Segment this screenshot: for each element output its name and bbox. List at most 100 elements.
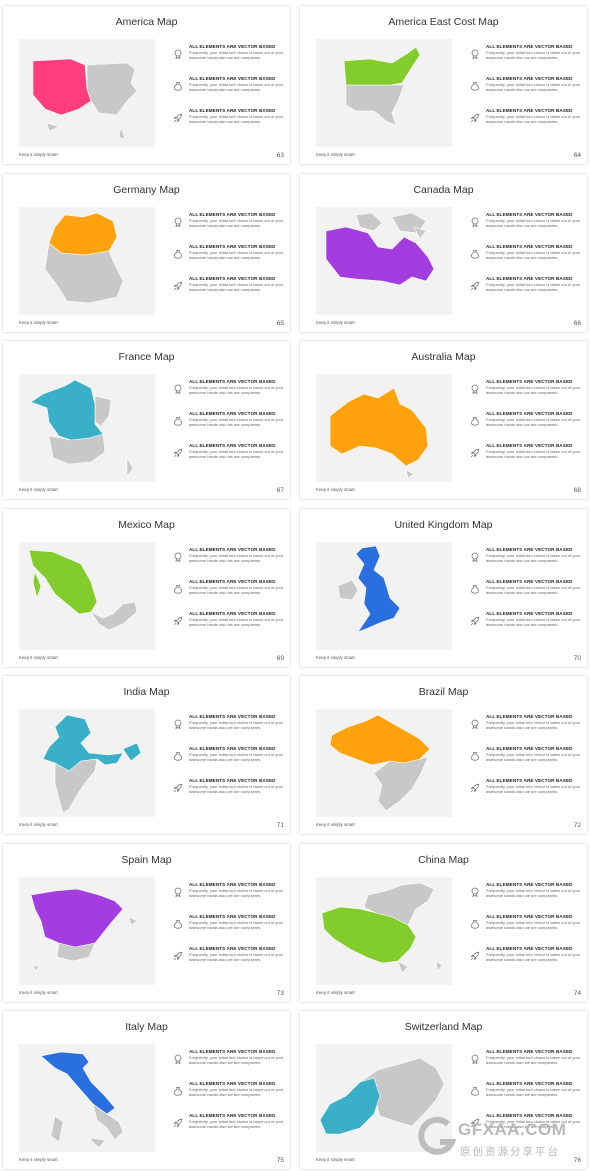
feature-heading: ALL ELEMENTS ARE VECTOR BASED <box>189 411 276 416</box>
page-number: 73 <box>276 989 284 997</box>
slide-card[interactable]: America East Cost Map ALL ELEMENTS ARE VE… <box>300 6 587 164</box>
feature-description: Frequently, your initial font choice is … <box>486 919 581 930</box>
feature-item: ALL ELEMENTS ARE VECTOR BASED Frequently,… <box>173 212 285 244</box>
feature-heading: ALL ELEMENTS ARE VECTOR BASED <box>486 443 573 448</box>
feature-heading: ALL ELEMENTS ARE VECTOR BASED <box>189 578 276 584</box>
slide-footer: Keep it simply smart <box>316 319 355 325</box>
slide-footer: Keep it simply smart <box>19 654 58 660</box>
feature-description: Frequently, your initial font choice is … <box>486 114 581 125</box>
page-number: 76 <box>573 1157 581 1164</box>
feature-heading: ALL ELEMENTS ARE VECTOR BASED <box>189 211 276 217</box>
slide-card[interactable]: United Kingdom Map ALL ELEMENTS ARE VECTO… <box>300 508 587 667</box>
slide-card[interactable]: Mexico Map ALL ELEMENTS ARE VECTOR BASED F… <box>3 508 290 667</box>
feature-description: Frequently, your initial font choice is … <box>189 114 284 125</box>
map-illustration <box>316 1044 452 1152</box>
rocket-icon <box>173 1115 183 1128</box>
feature-heading: ALL ELEMENTS ARE VECTOR BASED <box>189 881 276 887</box>
award-icon <box>470 46 480 60</box>
slide-card[interactable]: Germany Map ALL ELEMENTS ARE VECTOR BASED… <box>3 173 290 332</box>
slide-card[interactable]: China Map ALL ELEMENTS ARE VECTOR BASED Fr… <box>300 843 587 1002</box>
feature-item: ALL ELEMENTS ARE VECTOR BASED Frequently,… <box>470 212 582 244</box>
slide-title: Germany Map <box>113 183 180 196</box>
slide-footer: Keep it simply smart <box>19 319 58 325</box>
feature-heading: ALL ELEMENTS ARE VECTOR BASED <box>189 108 276 113</box>
feature-description: Frequently, your initial font choice is … <box>486 249 581 260</box>
feature-item: ALL ELEMENTS ARE VECTOR BASED Frequently,… <box>173 276 285 308</box>
slide-card[interactable]: Spain Map ALL ELEMENTS ARE VECTOR BASED Fr… <box>3 843 290 1002</box>
page-number: 66 <box>573 319 581 327</box>
award-icon <box>470 1051 480 1065</box>
slide-card[interactable]: Australia Map ALL ELEMENTS ARE VECTOR BAS… <box>300 341 587 499</box>
feature-description: Frequently, your initial font choice is … <box>486 720 581 731</box>
feature-list: ALL ELEMENTS ARE VECTOR BASED Frequently,… <box>173 44 285 140</box>
page-number: 68 <box>573 487 581 494</box>
feature-heading: ALL ELEMENTS ARE VECTOR BASED <box>486 1049 573 1054</box>
rocket-icon <box>470 780 480 793</box>
money-bag-icon <box>470 246 480 259</box>
slide-title: Australia Map <box>411 351 476 363</box>
feature-item: ALL ELEMENTS ARE VECTOR BASED Frequently,… <box>470 76 582 108</box>
rocket-icon <box>173 948 183 960</box>
feature-item: ALL ELEMENTS ARE VECTOR BASED Frequently,… <box>173 579 285 611</box>
feature-item: ALL ELEMENTS ARE VECTOR BASED Frequently,… <box>470 1049 582 1081</box>
feature-item: ALL ELEMENTS ARE VECTOR BASED Frequently,… <box>173 611 285 643</box>
feature-heading: ALL ELEMENTS ARE VECTOR BASED <box>486 108 573 113</box>
feature-description: Frequently, your initial font choice is … <box>189 449 284 460</box>
feature-heading: ALL ELEMENTS ARE VECTOR BASED <box>486 746 573 751</box>
slide-footer: Keep it simply smart <box>316 989 355 995</box>
slide-footer: Keep it simply smart <box>19 152 58 157</box>
page-number: 71 <box>276 822 284 829</box>
slide-footer: Keep it simply smart <box>316 822 355 827</box>
feature-description: Frequently, your initial font choice is … <box>486 552 581 563</box>
feature-item: ALL ELEMENTS ARE VECTOR BASED Frequently,… <box>470 611 582 643</box>
feature-description: Frequently, your initial font choice is … <box>189 752 284 763</box>
money-bag-icon <box>470 916 480 929</box>
slide-footer: Keep it simply smart <box>316 654 355 660</box>
feature-list: ALL ELEMENTS ARE VECTOR BASED Frequently,… <box>470 379 582 475</box>
slide-card[interactable]: India Map ALL ELEMENTS ARE VECTOR BASED Fr… <box>3 676 290 834</box>
slide-footer: Keep it simply smart <box>19 1157 58 1162</box>
map-illustration <box>316 709 452 817</box>
money-bag-icon <box>470 748 480 761</box>
feature-item: ALL ELEMENTS ARE VECTOR BASED Frequently,… <box>470 946 582 978</box>
feature-heading: ALL ELEMENTS ARE VECTOR BASED <box>486 578 573 584</box>
feature-description: Frequently, your initial font choice is … <box>189 784 284 795</box>
feature-description: Frequently, your initial font choice is … <box>189 951 284 962</box>
feature-heading: ALL ELEMENTS ARE VECTOR BASED <box>189 76 276 81</box>
award-icon <box>173 884 183 897</box>
slide-card[interactable]: Italy Map ALL ELEMENTS ARE VECTOR BASED Fr… <box>3 1011 290 1169</box>
page-number: 75 <box>276 1157 284 1164</box>
slide-footer: Keep it simply smart <box>316 487 355 492</box>
feature-description: Frequently, your initial font choice is … <box>189 281 284 292</box>
rocket-icon <box>173 278 183 290</box>
money-bag-icon <box>173 748 183 761</box>
feature-description: Frequently, your initial font choice is … <box>189 217 284 228</box>
feature-heading: ALL ELEMENTS ARE VECTOR BASED <box>486 1081 573 1086</box>
money-bag-icon <box>173 413 183 426</box>
feature-description: Frequently, your initial font choice is … <box>486 752 581 763</box>
feature-item: ALL ELEMENTS ARE VECTOR BASED Frequently,… <box>470 882 582 914</box>
feature-item: ALL ELEMENTS ARE VECTOR BASED Frequently,… <box>173 379 285 411</box>
award-icon <box>470 716 480 730</box>
feature-list: ALL ELEMENTS ARE VECTOR BASED Frequently,… <box>173 379 285 475</box>
feature-description: Frequently, your initial font choice is … <box>189 249 284 260</box>
rocket-icon <box>470 1115 480 1128</box>
feature-heading: ALL ELEMENTS ARE VECTOR BASED <box>189 443 276 448</box>
rocket-icon <box>470 110 480 123</box>
feature-heading: ALL ELEMENTS ARE VECTOR BASED <box>189 1113 276 1118</box>
feature-heading: ALL ELEMENTS ARE VECTOR BASED <box>486 546 573 552</box>
map-illustration <box>19 39 155 147</box>
slide-card[interactable]: Canada Map ALL ELEMENTS ARE VECTOR BASED F… <box>300 173 587 332</box>
feature-list: ALL ELEMENTS ARE VECTOR BASED Frequently,… <box>470 882 582 978</box>
award-icon <box>470 381 480 395</box>
feature-heading: ALL ELEMENTS ARE VECTOR BASED <box>486 913 573 919</box>
award-icon <box>173 549 183 562</box>
slide-card[interactable]: America Map ALL ELEMENTS ARE VECTOR BASED… <box>3 6 290 164</box>
feature-item: ALL ELEMENTS ARE VECTOR BASED Frequently,… <box>470 44 582 76</box>
slide-card[interactable]: France Map ALL ELEMENTS ARE VECTOR BASED F… <box>3 341 290 499</box>
slide-card[interactable]: Brazil Map ALL ELEMENTS ARE VECTOR BASED F… <box>300 676 587 834</box>
feature-item: ALL ELEMENTS ARE VECTOR BASED Frequently,… <box>470 244 582 276</box>
feature-heading: ALL ELEMENTS ARE VECTOR BASED <box>189 714 276 719</box>
feature-heading: ALL ELEMENTS ARE VECTOR BASED <box>189 546 276 552</box>
feature-item: ALL ELEMENTS ARE VECTOR BASED Frequently,… <box>173 882 285 914</box>
